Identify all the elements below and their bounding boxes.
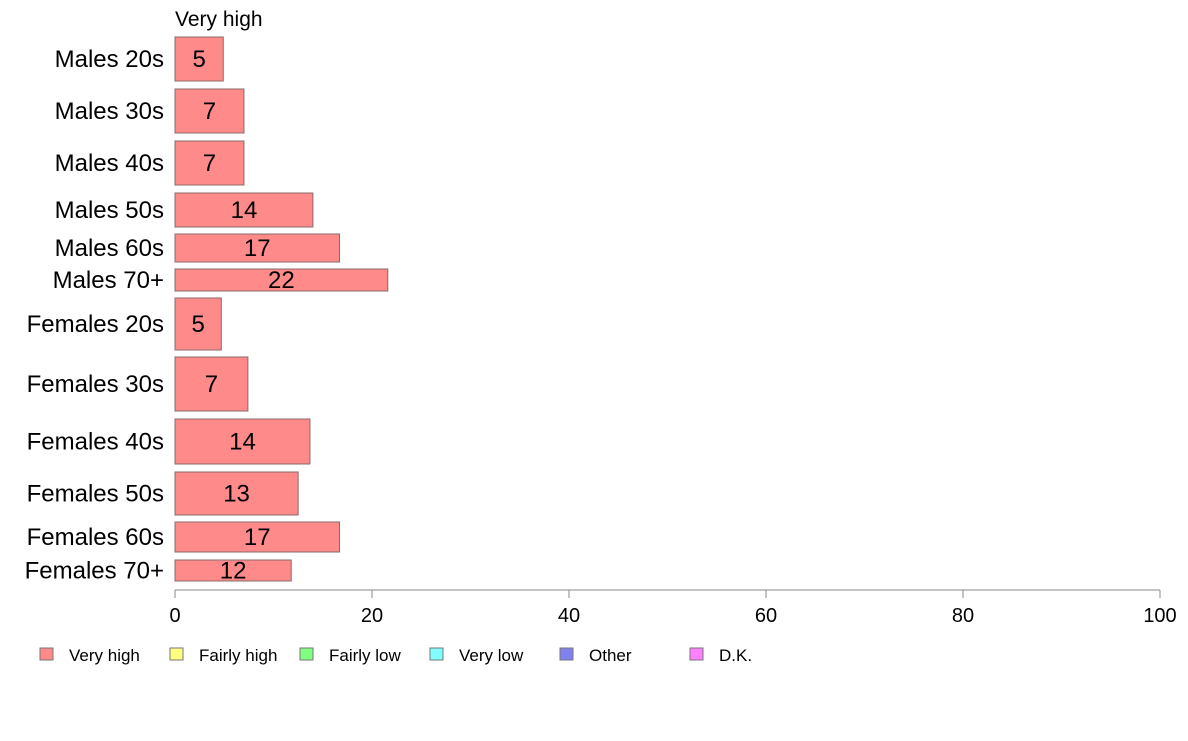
- category-label: Males 30s: [55, 98, 164, 125]
- legend-label: Very high: [69, 646, 140, 665]
- bar-value-label: 17: [244, 524, 271, 551]
- x-tick-label: 20: [361, 605, 383, 627]
- bar-males-40s: [174, 140, 245, 186]
- bar-value-label: 12: [220, 558, 247, 585]
- legend-label: Fairly low: [329, 646, 402, 665]
- bar-value-label: 22: [268, 267, 295, 294]
- legend-label: Very low: [459, 646, 524, 665]
- legend-label: Fairly high: [199, 646, 277, 665]
- legend-label: Other: [589, 646, 632, 665]
- category-labels: Males 20s Males 30s Males 40s Males 50s Male…: [25, 46, 164, 585]
- bar-females-70-: [174, 559, 292, 582]
- bar-females-40s: [174, 418, 311, 465]
- bar-females-60s: [174, 521, 340, 553]
- legend-label: D.K.: [719, 646, 752, 665]
- bar-males-70-: [174, 268, 389, 292]
- x-tick-label: 80: [952, 605, 974, 627]
- category-label: Females 70+: [25, 558, 164, 585]
- bar-females-20s: [174, 297, 222, 351]
- bar-value-label: 7: [205, 371, 218, 398]
- category-label: Females 50s: [27, 481, 164, 508]
- x-tick-label: 60: [755, 605, 777, 627]
- bar-value-label: 14: [229, 429, 256, 456]
- bar-males-30s: [174, 88, 245, 134]
- legend-swatch: [39, 647, 54, 661]
- category-label: Females 60s: [27, 524, 164, 551]
- category-label: Males 70+: [53, 267, 164, 294]
- legend: Very high Fairly high Fairly low Very low Ot…: [39, 646, 752, 665]
- bar-females-50s: [174, 471, 299, 516]
- bar-females-30s: [174, 356, 249, 412]
- legend-swatch: [169, 647, 184, 661]
- category-label: Males 60s: [55, 235, 164, 262]
- bar-value-label: 17: [244, 235, 271, 262]
- bar-males-50s: [174, 192, 314, 228]
- bar-value-label: 13: [223, 481, 250, 508]
- category-label: Males 40s: [55, 150, 164, 177]
- bar-value-label: 7: [203, 150, 216, 177]
- category-label: Females 20s: [27, 311, 164, 338]
- category-label: Males 20s: [55, 46, 164, 73]
- category-label: Females 30s: [27, 371, 164, 398]
- legend-swatch: [299, 647, 314, 661]
- panel-title: Very high: [175, 8, 263, 31]
- x-tick-label: 100: [1143, 605, 1176, 627]
- legend-swatch: [429, 647, 444, 661]
- bar-value-label: 7: [203, 98, 216, 125]
- x-axis: 0 20 40 60 80 100: [169, 589, 1177, 627]
- category-label: Males 50s: [55, 197, 164, 224]
- bars-group: 5 7 7 14 17 22 5 7 14 13 17 12: [174, 36, 389, 585]
- category-label: Females 40s: [27, 429, 164, 456]
- legend-swatch: [689, 647, 704, 661]
- bar-males-60s: [174, 233, 340, 263]
- legend-swatch: [559, 647, 574, 661]
- bar-value-label: 14: [231, 197, 258, 224]
- bar-males-20s: [174, 36, 224, 82]
- bar-value-label: 5: [192, 46, 205, 73]
- x-tick-label: 40: [558, 605, 580, 627]
- x-tick-label: 0: [169, 605, 180, 627]
- bar-value-label: 5: [191, 311, 204, 338]
